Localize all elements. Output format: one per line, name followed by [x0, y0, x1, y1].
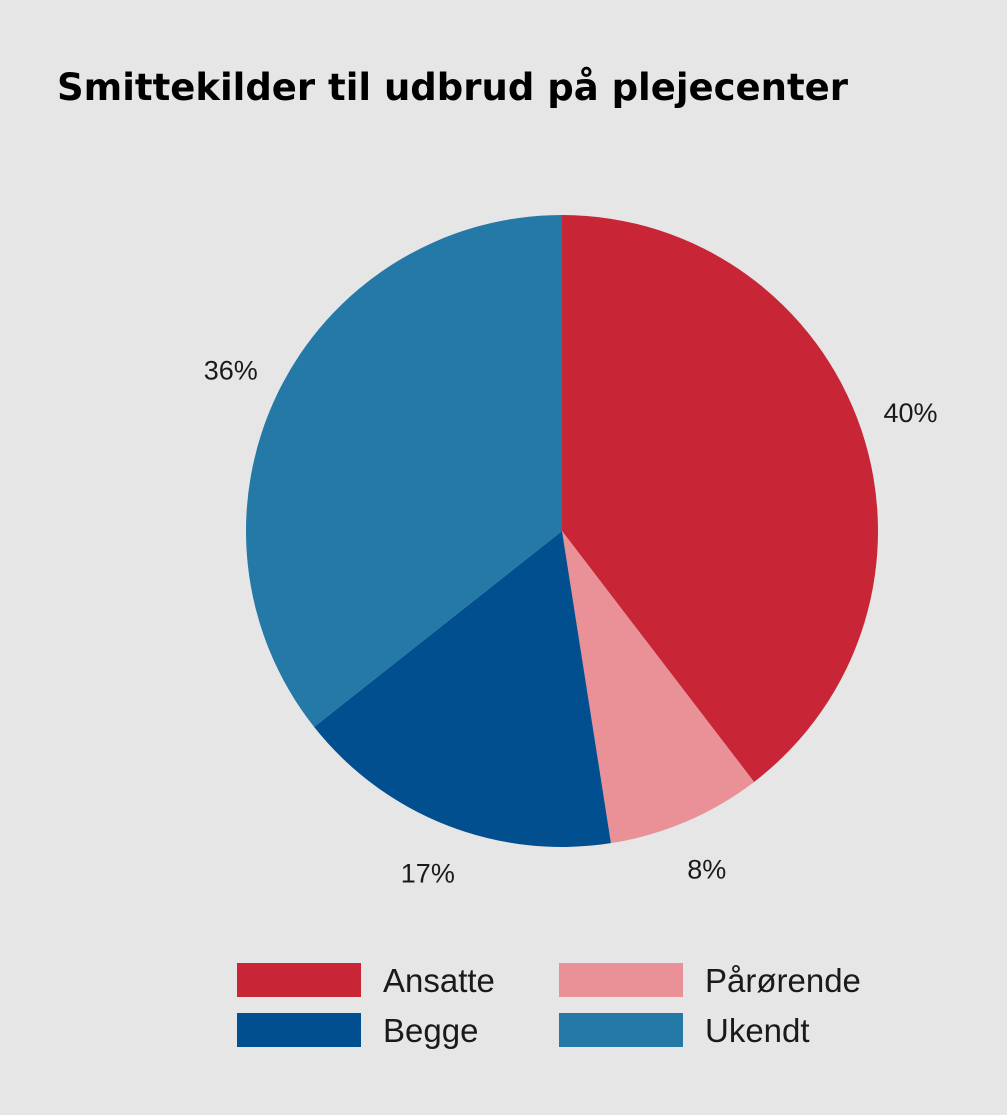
pie-slices	[245, 215, 879, 847]
data-label-begge: 17%	[401, 859, 455, 889]
data-label-parorende: 8%	[687, 854, 726, 884]
legend-item-parorende: Pårørende	[559, 962, 861, 999]
legend-item-ukendt: Ukendt	[559, 1012, 810, 1049]
legend-label-begge: Begge	[383, 1012, 478, 1049]
legend-item-ansatte: Ansatte	[237, 962, 495, 999]
legend-swatch-ansatte	[237, 963, 361, 997]
legend-item-begge: Begge	[237, 1012, 478, 1049]
pie-slice-ansatte	[562, 215, 879, 782]
pie-slice-begge	[314, 531, 611, 847]
pie-slice-ukendt	[245, 215, 562, 727]
legend-label-ansatte: Ansatte	[383, 962, 495, 999]
legend-swatch-begge	[237, 1013, 361, 1047]
data-label-ukendt: 36%	[204, 356, 258, 386]
data-label-ansatte: 40%	[884, 398, 938, 428]
legend-swatch-parorende	[559, 963, 683, 997]
legend-label-parorende: Pårørende	[705, 962, 861, 999]
legend-swatch-ukendt	[559, 1013, 683, 1047]
legend: Ansatte Pårørende Begge Ukendt	[237, 962, 861, 1049]
legend-label-ukendt: Ukendt	[705, 1012, 810, 1049]
pie-slice-parorende	[562, 531, 755, 844]
pie-labels: 40% 8% 17% 36%	[204, 356, 938, 889]
chart-title: Smittekilder til udbrud på plejecenter	[57, 66, 849, 109]
